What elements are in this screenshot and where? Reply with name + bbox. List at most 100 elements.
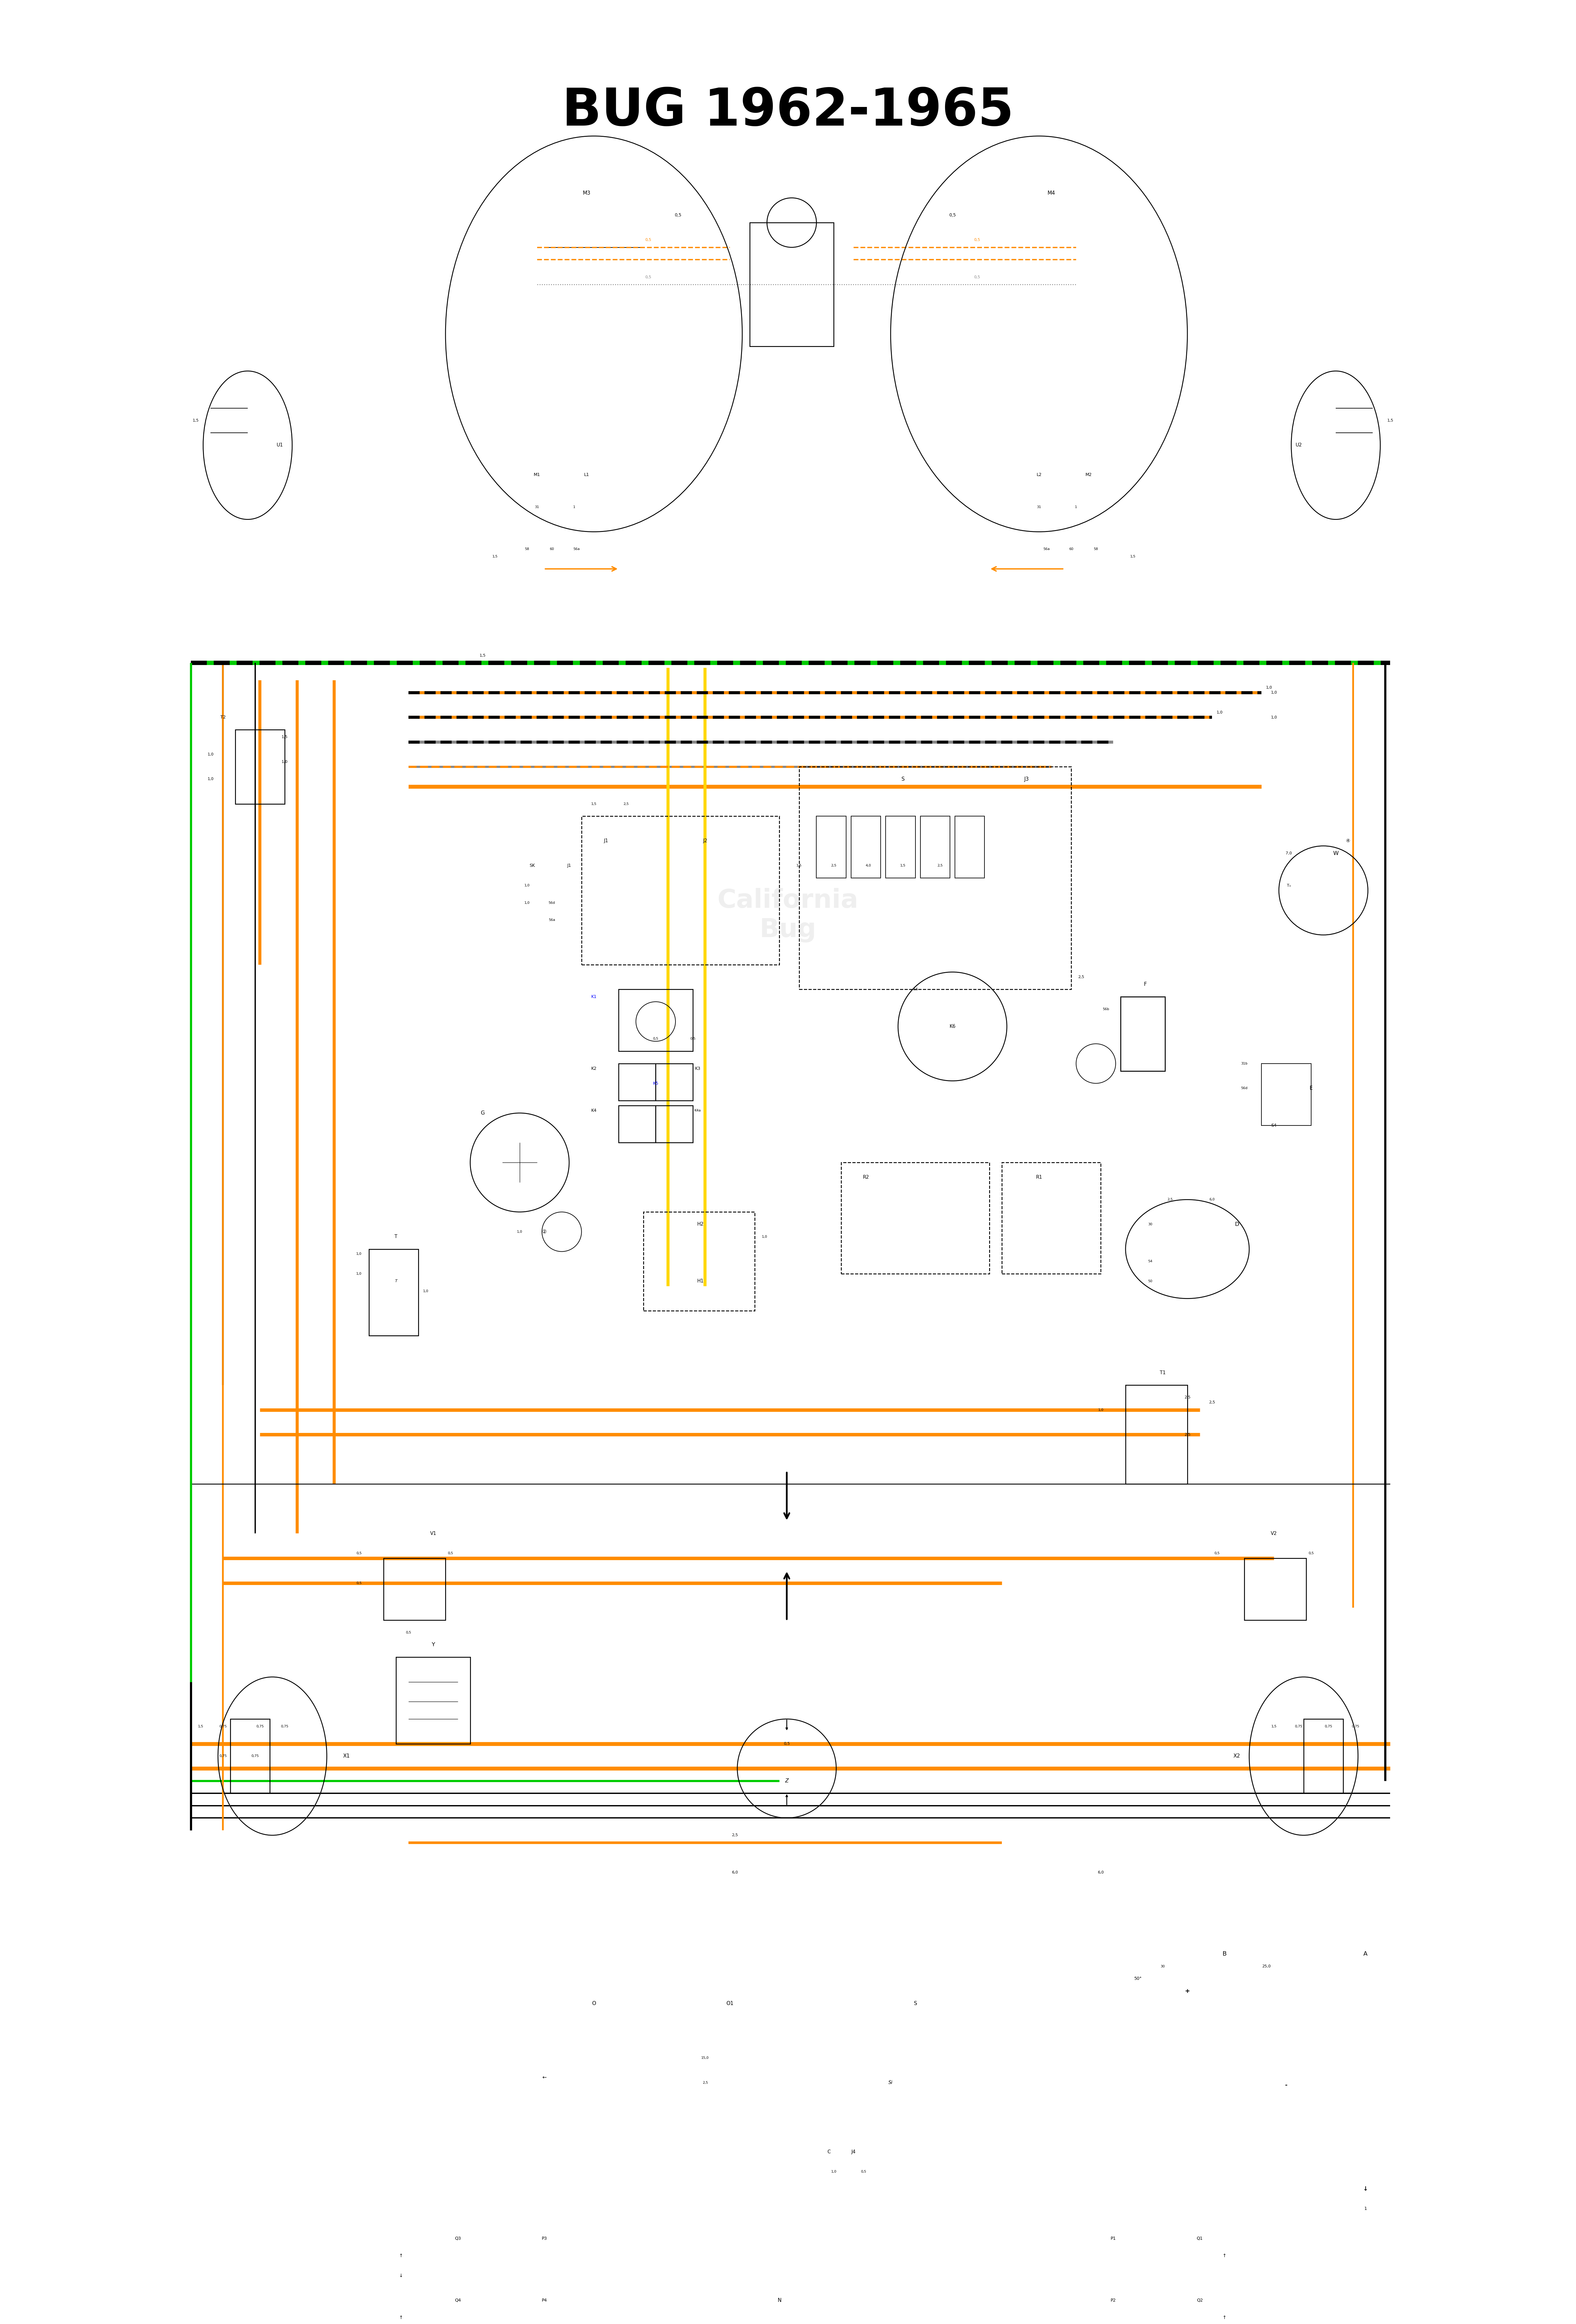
Text: 0,75: 0,75 bbox=[1352, 1724, 1360, 1729]
Text: ↑: ↑ bbox=[1223, 2254, 1226, 2259]
Bar bbox=[515, 2317, 577, 2324]
Text: 2,5: 2,5 bbox=[703, 2080, 708, 2085]
Bar bbox=[235, 730, 285, 804]
Text: 1: 1 bbox=[1075, 507, 1076, 509]
Text: J2: J2 bbox=[703, 839, 708, 844]
Text: M4: M4 bbox=[1048, 191, 1056, 195]
Text: 0,5: 0,5 bbox=[913, 988, 919, 990]
Bar bbox=[1341, 2038, 1395, 2068]
Text: 0,5: 0,5 bbox=[860, 2171, 867, 2173]
Bar bbox=[1341, 1999, 1395, 2029]
Text: 56a: 56a bbox=[1043, 548, 1050, 551]
Text: 0,5: 0,5 bbox=[974, 274, 980, 279]
Bar bbox=[656, 1064, 693, 1102]
Text: 1,0: 1,0 bbox=[1270, 716, 1277, 720]
Text: 1,0: 1,0 bbox=[356, 1253, 361, 1255]
Text: Y: Y bbox=[432, 1643, 435, 1648]
Bar bbox=[1169, 2317, 1232, 2324]
Text: 25,0: 25,0 bbox=[1262, 1964, 1270, 1968]
Text: 1,0: 1,0 bbox=[422, 1290, 429, 1292]
Bar bbox=[1303, 1720, 1343, 1794]
Text: 6,0: 6,0 bbox=[731, 1871, 738, 1875]
Text: 58: 58 bbox=[525, 548, 530, 551]
Bar bbox=[799, 767, 1072, 990]
Text: 0,5: 0,5 bbox=[783, 1741, 790, 1745]
Bar bbox=[1084, 2257, 1146, 2305]
Text: 54: 54 bbox=[1147, 1260, 1152, 1262]
Text: P1: P1 bbox=[1111, 2236, 1116, 2240]
Text: K6: K6 bbox=[949, 1025, 955, 1030]
Text: H1: H1 bbox=[697, 1278, 703, 1283]
Text: Si: Si bbox=[889, 2080, 892, 2085]
Text: S: S bbox=[901, 776, 905, 781]
Text: 56a: 56a bbox=[574, 548, 580, 551]
Text: R2: R2 bbox=[862, 1176, 868, 1181]
Text: -: - bbox=[1284, 2082, 1288, 2087]
Bar bbox=[1121, 997, 1165, 1071]
Text: X2: X2 bbox=[1234, 1752, 1240, 1759]
Text: 31: 31 bbox=[1037, 507, 1042, 509]
Bar bbox=[1330, 1978, 1404, 2178]
Bar bbox=[1245, 1557, 1307, 1620]
Text: J4: J4 bbox=[851, 2150, 856, 2154]
Bar bbox=[955, 816, 985, 878]
Text: 2,5: 2,5 bbox=[731, 1834, 738, 1838]
Text: 2,5: 2,5 bbox=[1209, 1401, 1215, 1404]
Text: S: S bbox=[914, 2001, 917, 2006]
Text: 1,5: 1,5 bbox=[282, 734, 288, 739]
Text: 30: 30 bbox=[1160, 1964, 1165, 1968]
Text: K4: K4 bbox=[591, 1109, 597, 1113]
Text: 1,5: 1,5 bbox=[900, 865, 906, 867]
Text: T: T bbox=[394, 1234, 397, 1239]
Text: J3: J3 bbox=[1024, 776, 1029, 781]
Bar bbox=[421, 2317, 482, 2324]
Bar bbox=[1121, 997, 1165, 1071]
Text: 15,0: 15,0 bbox=[701, 2057, 709, 2059]
Text: 0,5: 0,5 bbox=[1308, 1552, 1314, 1555]
Text: Z: Z bbox=[785, 1778, 788, 1783]
Text: 0,5: 0,5 bbox=[645, 237, 651, 242]
Text: Q1: Q1 bbox=[1196, 2236, 1202, 2240]
Text: M1: M1 bbox=[534, 472, 541, 476]
Bar bbox=[1261, 1064, 1311, 1125]
Text: K1: K1 bbox=[591, 995, 597, 999]
Text: C: C bbox=[827, 2150, 831, 2154]
Text: X1: X1 bbox=[344, 1752, 350, 1759]
Bar bbox=[582, 816, 780, 964]
Text: 1,5: 1,5 bbox=[1272, 1724, 1277, 1729]
Text: 6,0: 6,0 bbox=[1209, 1199, 1215, 1202]
Text: 30: 30 bbox=[1147, 1222, 1152, 1225]
Text: 0,5: 0,5 bbox=[690, 1037, 695, 1041]
Bar bbox=[421, 2257, 482, 2305]
Bar bbox=[619, 990, 693, 1050]
Text: 1,0: 1,0 bbox=[1098, 1408, 1103, 1411]
Text: 56d: 56d bbox=[548, 902, 555, 904]
Text: 60: 60 bbox=[550, 548, 555, 551]
Text: 50°: 50° bbox=[1135, 1975, 1141, 1980]
Text: Q3: Q3 bbox=[455, 2236, 460, 2240]
Text: Q2: Q2 bbox=[1196, 2298, 1202, 2303]
Bar bbox=[230, 1720, 269, 1794]
Bar bbox=[886, 816, 916, 878]
Text: ④: ④ bbox=[1346, 839, 1351, 844]
Bar bbox=[1125, 1385, 1187, 1485]
Text: 56a: 56a bbox=[548, 918, 555, 923]
Text: P4: P4 bbox=[542, 2298, 547, 2303]
Text: F: F bbox=[1144, 981, 1147, 988]
Text: 0,75: 0,75 bbox=[251, 1755, 258, 1757]
Text: 1,5: 1,5 bbox=[1387, 418, 1393, 423]
Text: ↓: ↓ bbox=[399, 2273, 403, 2278]
Text: G: G bbox=[481, 1111, 484, 1116]
Text: 2,5: 2,5 bbox=[831, 865, 837, 867]
Text: 2,5: 2,5 bbox=[623, 802, 629, 806]
Text: N: N bbox=[777, 2298, 782, 2303]
Text: A: A bbox=[1363, 1952, 1368, 1957]
Text: 4,0: 4,0 bbox=[865, 865, 872, 867]
Text: T₀: T₀ bbox=[1288, 883, 1291, 888]
Text: 0,5: 0,5 bbox=[675, 214, 681, 218]
Text: +: + bbox=[1185, 1987, 1190, 1994]
Text: 1,0: 1,0 bbox=[525, 902, 530, 904]
Text: 60: 60 bbox=[1069, 548, 1073, 551]
Text: 0,5: 0,5 bbox=[949, 214, 957, 218]
Text: 1: 1 bbox=[1365, 2205, 1366, 2210]
